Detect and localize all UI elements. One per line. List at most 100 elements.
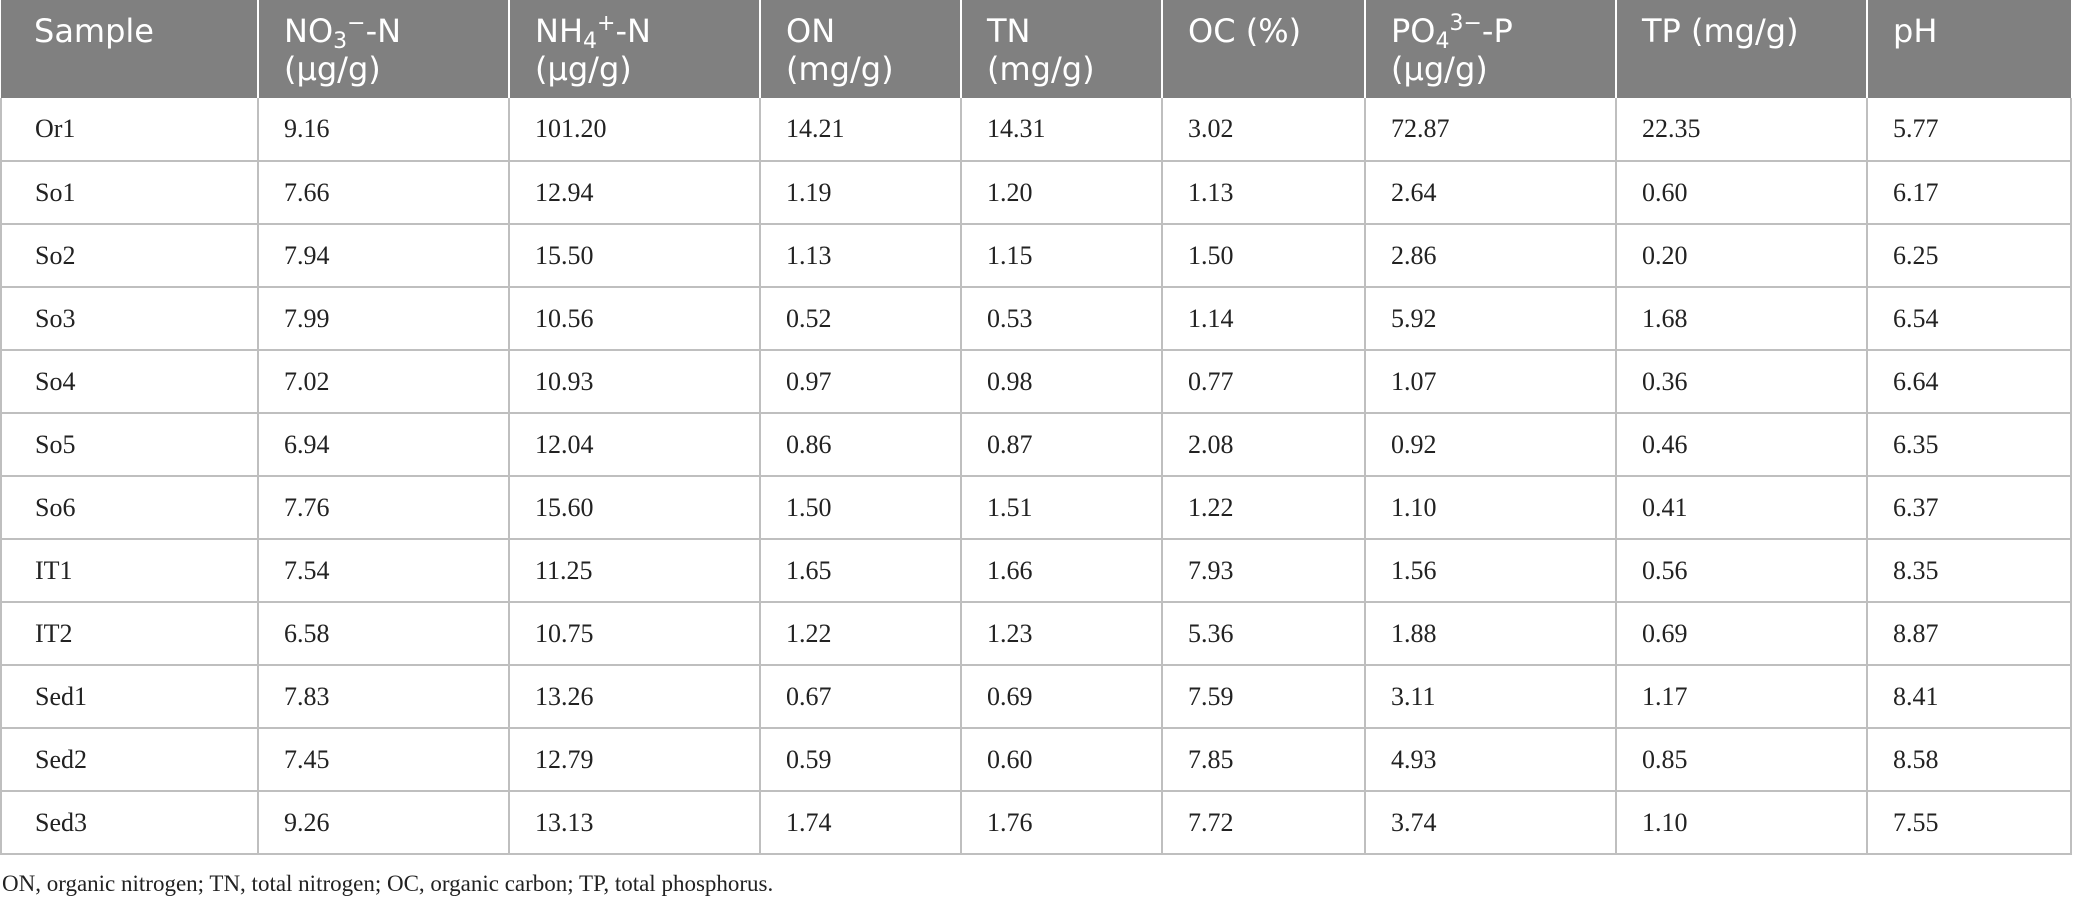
table-cell: 9.16 [257, 98, 510, 162]
sample-name-cell: So2 [0, 223, 259, 288]
table-cell: 7.93 [1161, 538, 1366, 603]
table-cell: 7.55 [1866, 790, 2072, 855]
table-cell: 1.13 [759, 223, 962, 288]
table-cell: 0.59 [759, 727, 962, 792]
header-label-subscript: 3 [333, 29, 348, 54]
table-cell: 4.93 [1364, 727, 1617, 792]
sample-name-cell: Sed2 [0, 727, 259, 792]
header-label-tail: -N [365, 12, 402, 50]
table-cell: 1.10 [1364, 475, 1617, 540]
table-cell: 14.31 [960, 98, 1163, 162]
header-label-subscript: 4 [1435, 29, 1450, 54]
table-row: Sed2 7.45 12.79 0.59 0.60 7.85 4.93 0.85 8.58 [0, 727, 2072, 792]
column-header-label: OC (%) [1188, 12, 1302, 50]
table-cell: 6.58 [257, 601, 510, 666]
table-cell: 1.88 [1364, 601, 1617, 666]
table-cell: 12.04 [508, 412, 761, 477]
column-header: Sample [1, 0, 258, 98]
table-cell: 7.99 [257, 286, 510, 351]
table-cell: 0.60 [1615, 160, 1868, 225]
table-cell: 8.35 [1866, 538, 2072, 603]
table-cell: 1.65 [759, 538, 962, 603]
table-cell: 7.94 [257, 223, 510, 288]
table-row: So1 7.66 12.94 1.19 1.20 1.13 2.64 0.60 6.17 [0, 160, 2072, 225]
table-cell: 0.85 [1615, 727, 1868, 792]
table-cell: 7.85 [1161, 727, 1366, 792]
table-cell: 1.14 [1161, 286, 1366, 351]
table-cell: 1.15 [960, 223, 1163, 288]
table-cell: 6.25 [1866, 223, 2072, 288]
table-cell: 6.64 [1866, 349, 2072, 414]
table-cell: 101.20 [508, 98, 761, 162]
table-cell: 1.20 [960, 160, 1163, 225]
table-cell: 8.58 [1866, 727, 2072, 792]
column-header-label: PO43−-P [1391, 11, 1603, 53]
sample-name-cell: So1 [0, 160, 259, 225]
table-cell: 10.93 [508, 349, 761, 414]
table-cell: 7.83 [257, 664, 510, 729]
table-cell: 1.50 [759, 475, 962, 540]
table-cell: 1.68 [1615, 286, 1868, 351]
column-header: TN (mg/g) [960, 0, 1162, 98]
header-row: Sample NO3−-N (µg/g) NH4+-N (µg/g) ON (mg/g) TN… [1, 0, 2071, 98]
table-cell: 5.77 [1866, 98, 2072, 162]
table-cell: 15.50 [508, 223, 761, 288]
table-header: Sample NO3−-N (µg/g) NH4+-N (µg/g) ON (mg/g) TN… [1, 0, 2071, 98]
table-cell: 1.23 [960, 601, 1163, 666]
table-row: Sed3 9.26 13.13 1.74 1.76 7.72 3.74 1.10 7.55 [0, 790, 2072, 855]
table-cell: 0.67 [759, 664, 962, 729]
table-cell: 2.86 [1364, 223, 1617, 288]
table-cell: 1.50 [1161, 223, 1366, 288]
column-header-label: Sample [34, 12, 154, 50]
table-cell: 11.25 [508, 538, 761, 603]
column-header: OC (%) [1161, 0, 1365, 98]
table-cell: 6.37 [1866, 475, 2072, 540]
table-cell: 1.76 [960, 790, 1163, 855]
table-cell: 0.20 [1615, 223, 1868, 288]
column-header-unit: (mg/g) [987, 50, 1095, 88]
table-cell: 1.13 [1161, 160, 1366, 225]
header-label-tail: -N [615, 12, 651, 50]
table-row: So3 7.99 10.56 0.52 0.53 1.14 5.92 1.68 6.54 [0, 286, 2072, 351]
table-cell: 0.36 [1615, 349, 1868, 414]
column-header-unit: (µg/g) [1391, 50, 1488, 88]
table-cell: 7.45 [257, 727, 510, 792]
table-footnote: ON, organic nitrogen; TN, total nitrogen… [2, 871, 774, 896]
table-cell: 0.86 [759, 412, 962, 477]
table-row: Or1 9.16 101.20 14.21 14.31 3.02 72.87 22.35 5.7… [0, 98, 2072, 162]
header-label-superscript: + [597, 11, 616, 36]
column-header: TP (mg/g) [1615, 0, 1867, 98]
table-row: So6 7.76 15.60 1.50 1.51 1.22 1.10 0.41 6.37 [0, 475, 2072, 540]
sample-name-cell: So3 [0, 286, 259, 351]
column-header: pH [1866, 0, 2071, 98]
header-label-superscript: 3− [1449, 11, 1482, 36]
column-header: ON (mg/g) [759, 0, 961, 98]
table-cell: 6.94 [257, 412, 510, 477]
table-cell: 0.41 [1615, 475, 1868, 540]
table-cell: 1.10 [1615, 790, 1868, 855]
column-header: PO43−-P (µg/g) [1364, 0, 1616, 98]
header-label-superscript: − [347, 11, 366, 36]
soil-chemistry-table: Sample NO3−-N (µg/g) NH4+-N (µg/g) ON (mg/g) TN… [0, 0, 2072, 855]
header-label-base: NH [535, 12, 583, 50]
table-cell: 3.02 [1161, 98, 1366, 162]
column-header-unit: (µg/g) [535, 50, 632, 88]
table-cell: 9.26 [257, 790, 510, 855]
table-cell: 1.22 [759, 601, 962, 666]
table-cell: 6.35 [1866, 412, 2072, 477]
table-cell: 1.07 [1364, 349, 1617, 414]
table-cell: 0.77 [1161, 349, 1366, 414]
sample-name-cell: IT2 [0, 601, 259, 666]
sample-name-cell: IT1 [0, 538, 259, 603]
header-label-base: PO [1391, 12, 1436, 50]
table-cell: 0.69 [960, 664, 1163, 729]
table-container: Sample NO3−-N (µg/g) NH4+-N (µg/g) ON (mg/g) TN… [0, 0, 2072, 855]
table-cell: 7.66 [257, 160, 510, 225]
sample-name-cell: So5 [0, 412, 259, 477]
table-cell: 13.13 [508, 790, 761, 855]
sample-name-cell: Sed3 [0, 790, 259, 855]
table-cell: 7.76 [257, 475, 510, 540]
table-cell: 7.72 [1161, 790, 1366, 855]
sample-name-cell: Or1 [0, 98, 259, 162]
table-row: So2 7.94 15.50 1.13 1.15 1.50 2.86 0.20 6.25 [0, 223, 2072, 288]
